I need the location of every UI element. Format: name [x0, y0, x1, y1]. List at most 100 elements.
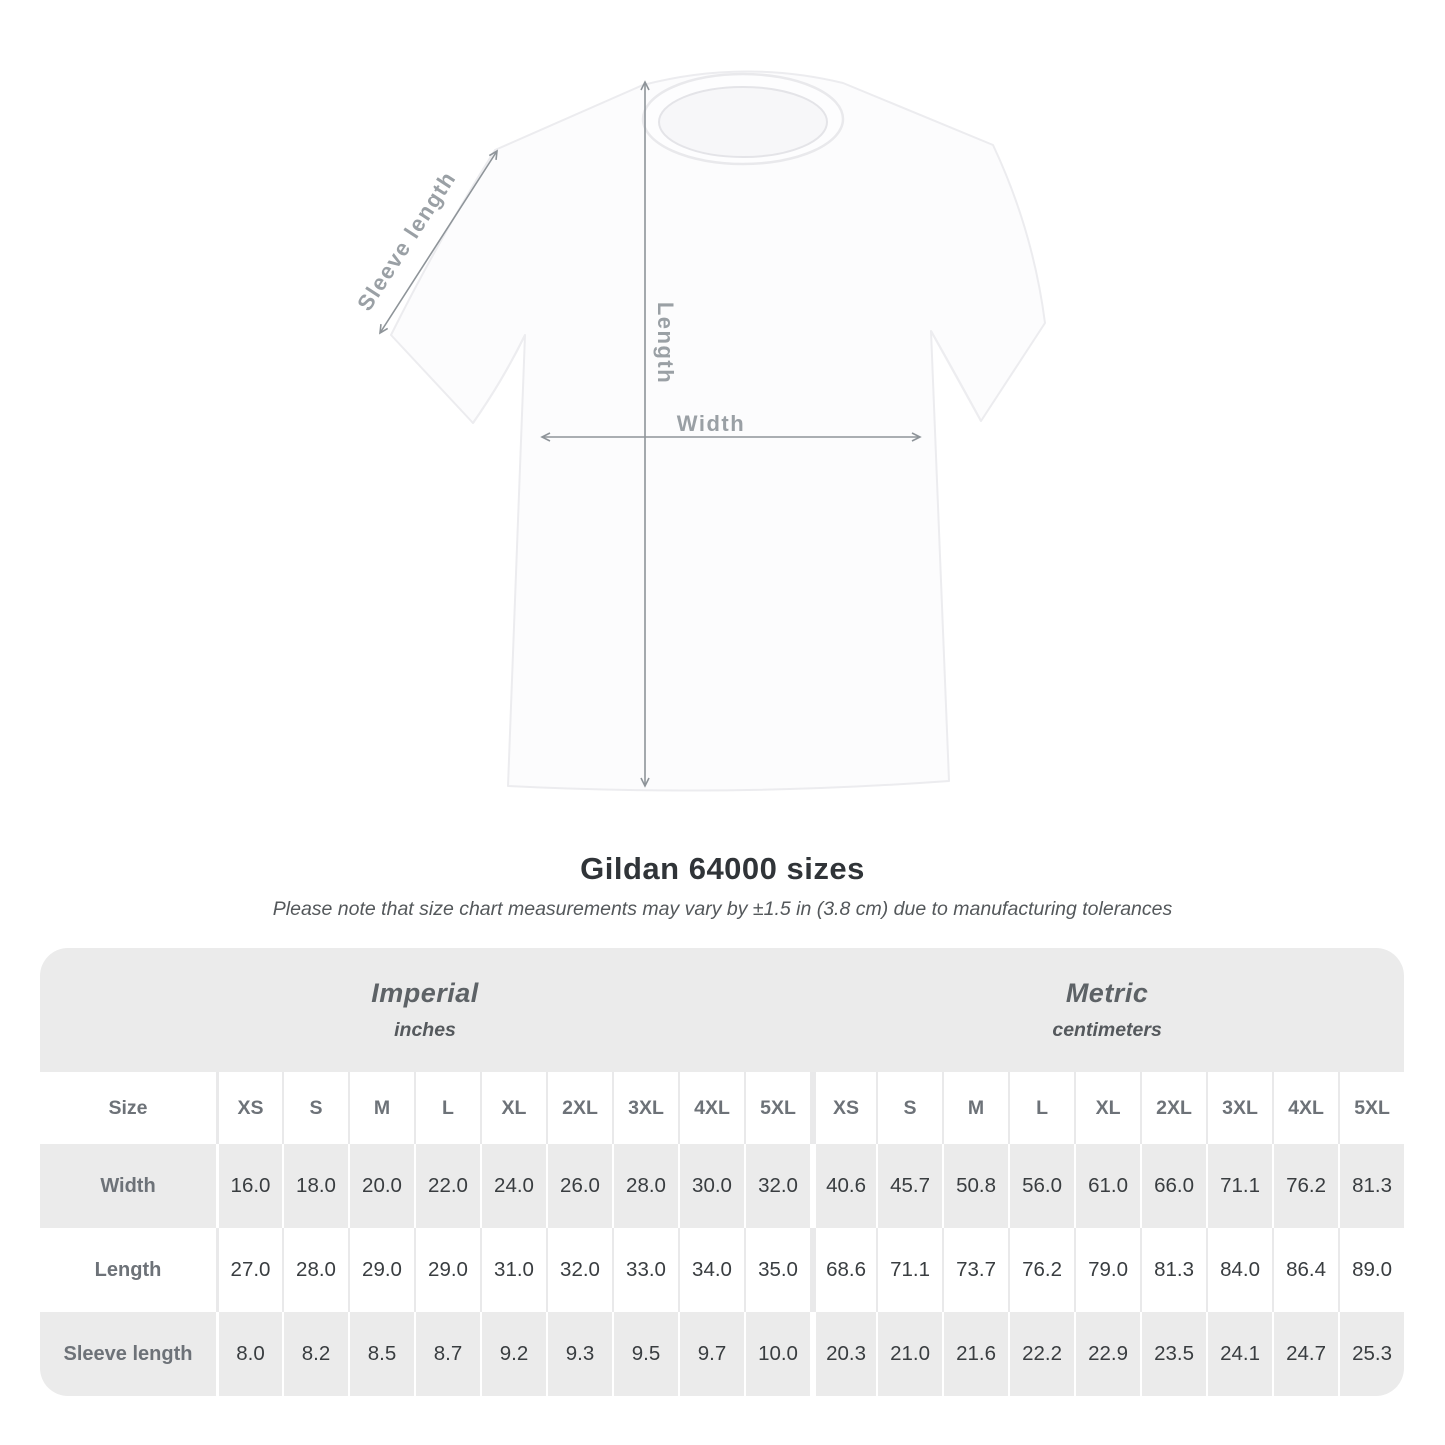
size-header-metric: 5XL: [1338, 1072, 1404, 1144]
tshirt-measurement-figure: Sleeve length Length Width: [352, 70, 1046, 792]
length-imperial-value: 32.0: [546, 1228, 612, 1312]
size-header-imperial: S: [282, 1072, 348, 1144]
length-label: Length: [653, 301, 678, 385]
metric-group-name: Metric: [1065, 978, 1149, 1008]
size-header-metric: XL: [1074, 1072, 1141, 1144]
size-header-imperial: M: [348, 1072, 414, 1144]
size-chart-table: Imperial inches Metric centimeters Size …: [40, 948, 1404, 1396]
size-column-header: Size: [40, 1072, 216, 1144]
imperial-group-header: Imperial inches: [40, 948, 811, 1072]
sleeve-imperial-value: 9.7: [678, 1312, 744, 1396]
sleeve-metric-value: 25.3: [1338, 1312, 1404, 1396]
length-imperial-value: 31.0: [480, 1228, 546, 1312]
width-imperial-value: 20.0: [348, 1144, 414, 1228]
imperial-group-name: Imperial: [371, 978, 479, 1008]
length-metric-value: 81.3: [1140, 1228, 1207, 1312]
size-header-imperial: 5XL: [744, 1072, 811, 1144]
sleeve-imperial-value: 9.2: [480, 1312, 546, 1396]
tshirt-right-sleeve-seam: [930, 330, 982, 422]
width-metric-value: 40.6: [810, 1144, 877, 1228]
size-header-metric: 2XL: [1140, 1072, 1207, 1144]
length-metric-value: 76.2: [1008, 1228, 1075, 1312]
size-header-imperial: 4XL: [678, 1072, 744, 1144]
length-metric-value: 73.7: [942, 1228, 1009, 1312]
row-label-sleeve-length: Sleeve length: [40, 1312, 216, 1396]
size-header-metric: XS: [810, 1072, 877, 1144]
width-imperial-value: 26.0: [546, 1144, 612, 1228]
size-header-metric: L: [1008, 1072, 1075, 1144]
metric-group-unit: centimeters: [1052, 1019, 1162, 1041]
size-header-metric: 4XL: [1272, 1072, 1339, 1144]
length-metric-value: 71.1: [876, 1228, 943, 1312]
length-imperial-value: 34.0: [678, 1228, 744, 1312]
page-title: Gildan 64000 sizes: [580, 851, 865, 886]
width-metric-value: 81.3: [1338, 1144, 1404, 1228]
tolerance-note: Please note that size chart measurements…: [272, 898, 1173, 920]
sleeve-metric-value: 23.5: [1140, 1312, 1207, 1396]
width-imperial-value: 28.0: [612, 1144, 678, 1228]
length-imperial-value: 27.0: [216, 1228, 282, 1312]
sleeve-metric-value: 24.7: [1272, 1312, 1339, 1396]
width-metric-value: 71.1: [1206, 1144, 1273, 1228]
width-imperial-value: 30.0: [678, 1144, 744, 1228]
sleeve-metric-value: 22.2: [1008, 1312, 1075, 1396]
width-imperial-value: 32.0: [744, 1144, 811, 1228]
tshirt-image: [390, 70, 1046, 792]
size-header-metric: M: [942, 1072, 1009, 1144]
size-chart-table-container: Imperial inches Metric centimeters Size …: [40, 948, 1404, 1396]
width-metric-value: 66.0: [1140, 1144, 1207, 1228]
imperial-group-unit: inches: [394, 1019, 456, 1041]
sleeve-imperial-value: 10.0: [744, 1312, 811, 1396]
sleeve-imperial-value: 9.3: [546, 1312, 612, 1396]
width-metric-value: 45.7: [876, 1144, 943, 1228]
width-imperial-value: 22.0: [414, 1144, 480, 1228]
size-header-imperial: XL: [480, 1072, 546, 1144]
sleeve-imperial-value: 9.5: [612, 1312, 678, 1396]
sleeve-metric-value: 21.6: [942, 1312, 1009, 1396]
length-metric-value: 86.4: [1272, 1228, 1339, 1312]
size-header-metric: 3XL: [1206, 1072, 1273, 1144]
width-metric-value: 56.0: [1008, 1144, 1075, 1228]
length-imperial-value: 29.0: [414, 1228, 480, 1312]
width-imperial-value: 16.0: [216, 1144, 282, 1228]
sleeve-imperial-value: 8.2: [282, 1312, 348, 1396]
sleeve-metric-value: 24.1: [1206, 1312, 1273, 1396]
width-imperial-value: 18.0: [282, 1144, 348, 1228]
length-metric-value: 79.0: [1074, 1228, 1141, 1312]
tshirt-collar-inner: [658, 86, 828, 158]
length-imperial-value: 28.0: [282, 1228, 348, 1312]
width-metric-value: 76.2: [1272, 1144, 1339, 1228]
width-row: Width 16.0 18.0 20.0 22.0 24.0 26.0 28.0…: [40, 1144, 1404, 1228]
size-header-imperial: L: [414, 1072, 480, 1144]
sleeve-imperial-value: 8.7: [414, 1312, 480, 1396]
sleeve-metric-value: 22.9: [1074, 1312, 1141, 1396]
sleeve-length-arrow: [379, 149, 498, 335]
measurement-arrows: [379, 80, 922, 788]
width-metric-value: 61.0: [1074, 1144, 1141, 1228]
length-metric-value: 89.0: [1338, 1228, 1404, 1312]
tshirt-body-shape: [390, 70, 1046, 792]
sleeve-length-row: Sleeve length 8.0 8.2 8.5 8.7 9.2 9.3 9.…: [40, 1312, 1404, 1396]
sleeve-metric-value: 21.0: [876, 1312, 943, 1396]
metric-group-header: Metric centimeters: [810, 948, 1404, 1072]
length-metric-value: 84.0: [1206, 1228, 1273, 1312]
size-header-metric: S: [876, 1072, 943, 1144]
sleeve-metric-value: 20.3: [810, 1312, 877, 1396]
length-metric-value: 68.6: [810, 1228, 877, 1312]
size-header-imperial: 2XL: [546, 1072, 612, 1144]
width-imperial-value: 24.0: [480, 1144, 546, 1228]
width-metric-value: 50.8: [942, 1144, 1009, 1228]
row-label-length: Length: [40, 1228, 216, 1312]
sleeve-imperial-value: 8.5: [348, 1312, 414, 1396]
size-header-imperial: 3XL: [612, 1072, 678, 1144]
length-imperial-value: 33.0: [612, 1228, 678, 1312]
unit-band-row: Imperial inches Metric centimeters: [40, 948, 1404, 1072]
length-imperial-value: 29.0: [348, 1228, 414, 1312]
size-header-imperial: XS: [216, 1072, 282, 1144]
sleeve-imperial-value: 8.0: [216, 1312, 282, 1396]
length-imperial-value: 35.0: [744, 1228, 811, 1312]
width-label: Width: [676, 411, 746, 436]
size-header-row: Size XS S M L XL 2XL 3XL 4XL 5XL XS S M …: [40, 1072, 1404, 1144]
tshirt-left-sleeve-seam: [472, 334, 526, 424]
length-row: Length 27.0 28.0 29.0 29.0 31.0 32.0 33.…: [40, 1228, 1404, 1312]
